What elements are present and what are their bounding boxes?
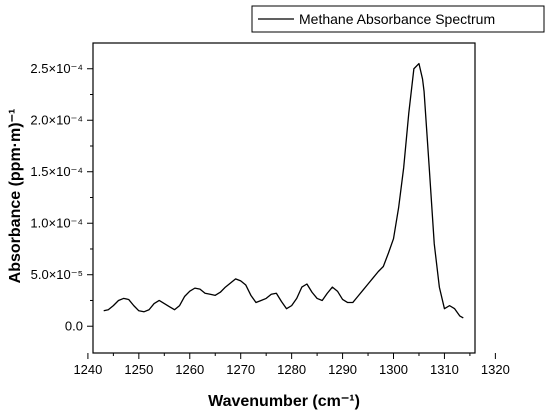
- y-axis-title: Absorbance (ppm·m)⁻¹: [7, 109, 24, 284]
- legend-label: Methane Absorbance Spectrum: [299, 11, 495, 27]
- legend: Methane Absorbance Spectrum: [251, 5, 545, 33]
- legend-box: [251, 5, 545, 33]
- x-tick-label: 1290: [328, 362, 357, 377]
- y-tick-label: 2.0×10⁻⁴: [30, 113, 83, 128]
- x-axis-title: Wavenumber (cm⁻¹): [208, 393, 360, 410]
- x-tick-label: 1280: [277, 362, 306, 377]
- y-tick-label: 2.5×10⁻⁴: [30, 61, 83, 76]
- series-line: [103, 62, 464, 319]
- x-tick-label: 1260: [175, 362, 204, 377]
- x-tick-label: 1250: [124, 362, 153, 377]
- plot-frame: [92, 42, 476, 354]
- x-tick-label: 1240: [73, 362, 102, 377]
- y-tick-label: 0.0: [65, 319, 83, 334]
- x-tick-label: 1320: [481, 362, 510, 377]
- y-tick-label: 5.0×10⁻⁵: [31, 267, 83, 282]
- y-axis: 0.0 5.0×10⁻⁵ 1.0×10⁻⁴ 1.5×10⁻⁴ 2.0×10⁻⁴ 2.5×1…: [30, 61, 93, 334]
- y-tick-label: 1.5×10⁻⁴: [30, 164, 83, 179]
- x-tick-label: 1300: [379, 362, 408, 377]
- x-axis: 1240 1250 1260 1270 1280 1290 1300 1310 1320: [73, 353, 510, 377]
- x-tick-label: 1310: [430, 362, 459, 377]
- y-tick-label: 1.0×10⁻⁴: [30, 216, 83, 231]
- x-tick-label: 1270: [226, 362, 255, 377]
